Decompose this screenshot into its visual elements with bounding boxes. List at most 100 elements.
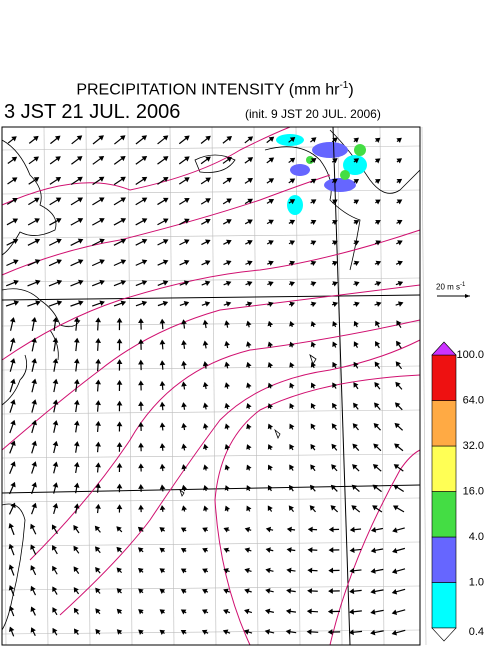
wind-arrowhead [202, 319, 209, 325]
wind-arrowhead [73, 420, 80, 426]
wind-arrowhead [95, 400, 101, 406]
wind-arrowhead [181, 484, 187, 491]
wind-arrowhead [31, 419, 37, 426]
wind-arrowhead [77, 197, 83, 203]
colorbar: 0.4 1.0 4.0 16.0 32.0 64.0 100.0 [431, 341, 484, 642]
wind-arrowhead [268, 281, 274, 287]
wind-arrowhead [73, 607, 79, 614]
wind-arrowhead [245, 341, 252, 347]
wind-arrowhead [310, 423, 316, 430]
wind-arrowhead [31, 482, 37, 488]
wind-arrowhead [95, 317, 101, 323]
wind-arrowhead [331, 423, 337, 429]
wind-arrowhead [162, 218, 169, 224]
wind-arrowhead [370, 568, 376, 574]
wind-arrowhead [138, 463, 144, 469]
wind-arrowhead [137, 547, 144, 553]
wind-arrowhead [120, 238, 127, 244]
wind-arrowhead [52, 337, 59, 343]
wind-arrowhead [289, 341, 295, 348]
wind-arrowhead [370, 547, 376, 554]
wind-arrowhead [351, 505, 357, 511]
wind-arrowhead [374, 137, 381, 143]
wind-arrowhead [205, 218, 211, 224]
reference-arrowhead [465, 294, 470, 298]
wind-arrowhead [116, 504, 123, 510]
wind-arrowhead [285, 608, 292, 615]
wind-arrowhead [332, 158, 338, 164]
wind-arrowhead [184, 135, 190, 141]
wind-arrowhead [162, 300, 169, 307]
wind-arrowhead [247, 198, 253, 204]
wind-arrowhead [224, 444, 231, 450]
parallel [1, 541, 421, 547]
wind-arrowhead [246, 423, 252, 430]
wind-arrowhead [204, 301, 211, 307]
wind-arrowhead [307, 567, 313, 574]
wind-arrowhead [307, 526, 313, 533]
wind-arrowhead [354, 281, 360, 287]
wind-arrowhead [52, 316, 59, 323]
wind-arrowhead [201, 609, 208, 615]
wind-arrowhead [332, 402, 338, 409]
wind-arrowhead [54, 135, 61, 141]
wind-arrowhead [52, 565, 58, 572]
wind-arrowhead [244, 588, 250, 594]
wind-arrowhead [116, 338, 123, 344]
wind-arrowhead [224, 485, 231, 491]
wind-arrowhead [246, 403, 252, 409]
wind-arrowhead [52, 503, 59, 509]
wind-arrowhead [162, 156, 169, 162]
wind-arrowhead [268, 219, 274, 225]
wind-arrowhead [11, 177, 18, 183]
wind-arrowhead [31, 337, 37, 343]
wind-arrowhead [397, 280, 404, 287]
wind-arrowhead [52, 627, 58, 634]
wind-arrowhead [52, 378, 59, 385]
wind-arrowhead [95, 483, 101, 489]
wind-arrowhead [116, 608, 123, 615]
wind-arrowhead [267, 362, 274, 368]
wind-arrowhead [181, 339, 187, 346]
colorbar-segment [431, 582, 457, 629]
wind-arrowhead [138, 318, 144, 324]
wind-arrowhead [370, 527, 377, 533]
wind-arrowhead [52, 586, 58, 593]
wind-arrowhead [310, 362, 316, 368]
wind-arrowhead [12, 197, 18, 203]
title-text: PRECIPITATION INTENSITY (mm hr [76, 81, 340, 99]
wind-arrowhead [349, 567, 355, 574]
wind-arrowhead [35, 300, 41, 306]
wind-arrowhead [264, 629, 271, 635]
wind-arrowhead [116, 379, 123, 385]
wind-arrowhead [353, 240, 360, 246]
colorbar-label: 1.0 [469, 576, 484, 588]
wind-arrowhead [247, 136, 254, 142]
wind-arrowhead [351, 484, 358, 490]
wind-arrowhead [73, 566, 79, 572]
wind-arrowhead [52, 420, 59, 426]
colorbar-label: 64.0 [463, 394, 484, 406]
wind-arrowhead [8, 523, 14, 529]
wind-arrowhead [184, 156, 190, 162]
wind-arrowhead [224, 423, 231, 429]
wind-arrowhead [120, 155, 126, 162]
wind-arrowhead [162, 176, 169, 183]
parallel [1, 277, 421, 283]
wind-arrowhead [289, 362, 295, 368]
wind-arrowhead [268, 260, 274, 266]
wind-arrowhead [73, 482, 80, 488]
wind-arrowhead [226, 156, 232, 162]
wind-arrowhead [159, 443, 166, 449]
wind-arrowhead [52, 482, 59, 488]
wind-arrowhead [203, 484, 209, 491]
wind-arrowhead [330, 505, 336, 511]
wind-arrowhead [202, 361, 209, 367]
wind-arrowhead [224, 464, 231, 471]
wind-arrowhead [95, 503, 101, 509]
wind-arrowhead [332, 240, 338, 246]
wind-arrowhead [286, 588, 292, 594]
wind-arrowhead [120, 259, 127, 265]
wind-arrowhead [78, 279, 84, 286]
